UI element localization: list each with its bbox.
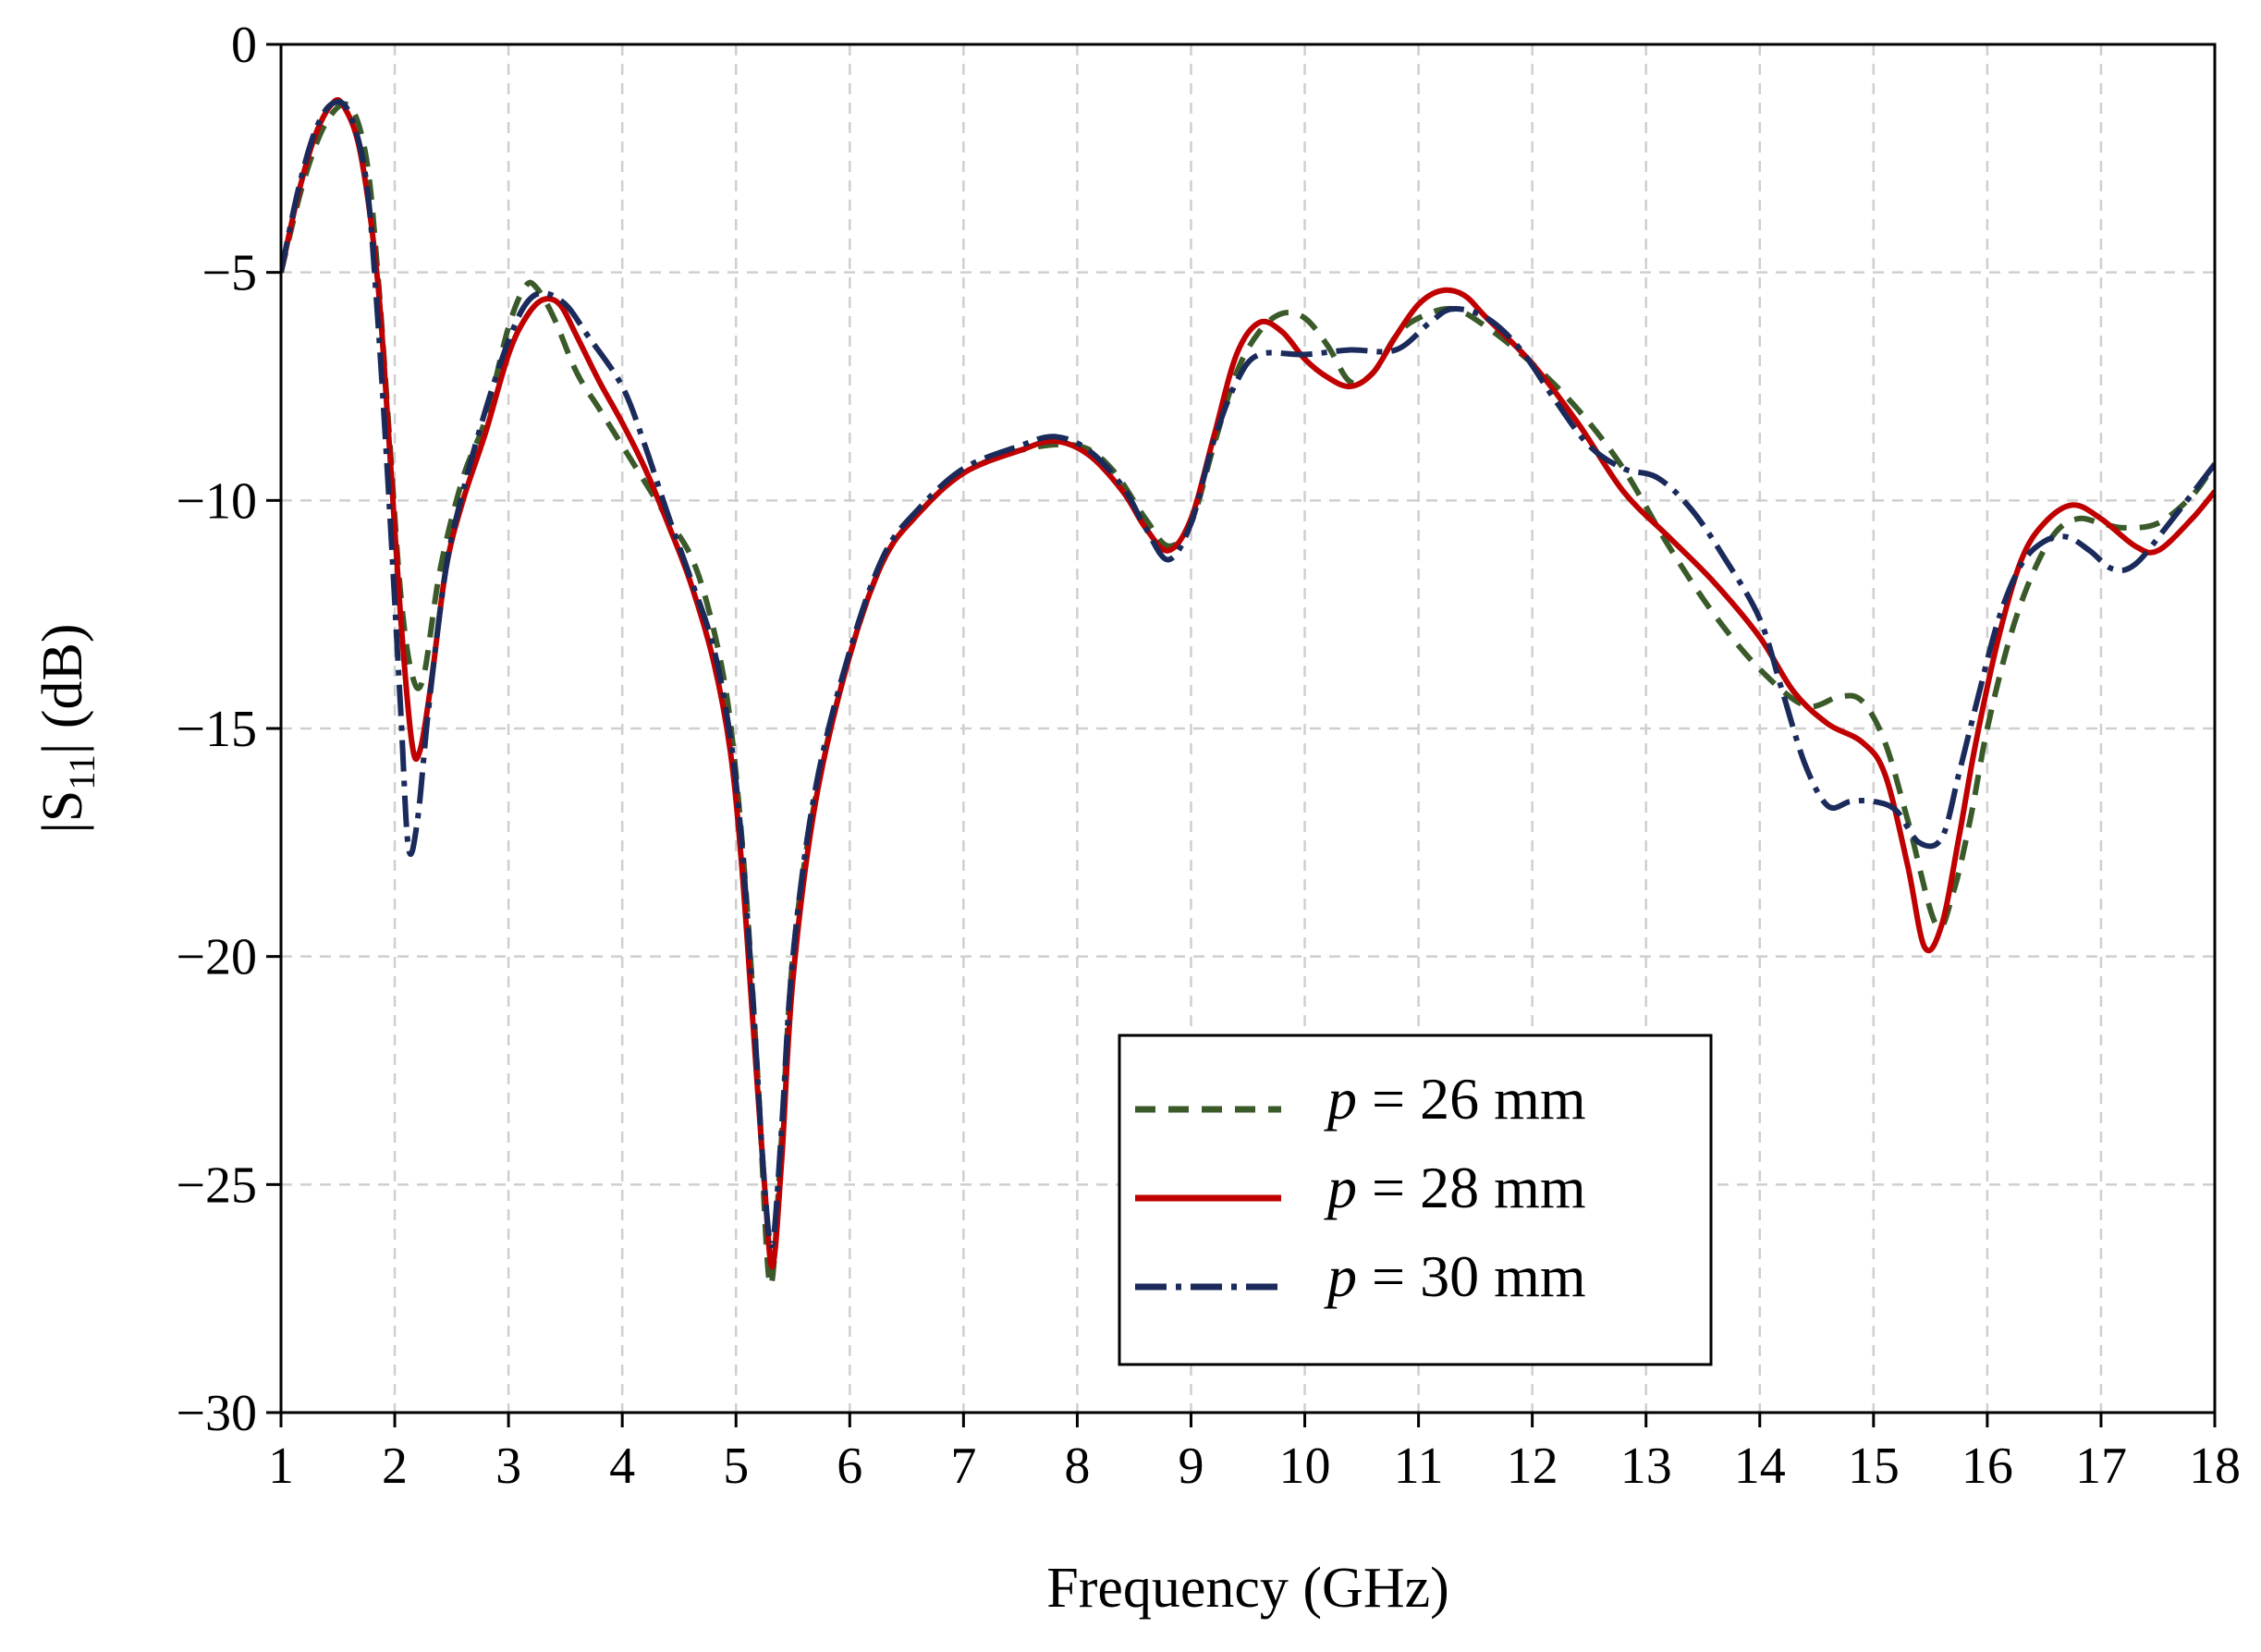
x-tick-label: 11 — [1394, 1438, 1444, 1495]
y-tick-label: −25 — [176, 1156, 257, 1214]
x-tick-label: 1 — [268, 1438, 294, 1495]
x-tick-label: 5 — [723, 1438, 749, 1495]
y-axis-title: |S11| (dB) — [31, 624, 103, 834]
x-tick-label: 3 — [495, 1438, 521, 1495]
y-tick-label: 0 — [231, 17, 257, 74]
x-tick-label: 17 — [2075, 1438, 2127, 1495]
series-lines — [281, 97, 2215, 1288]
y-tick-label: −20 — [176, 929, 257, 986]
x-tick-label: 2 — [382, 1438, 408, 1495]
series-line-1 — [281, 101, 2215, 1288]
x-tick-label: 7 — [950, 1438, 976, 1495]
y-tick-label: −5 — [202, 245, 257, 302]
x-axis-title: Frequency (GHz) — [1046, 1557, 1449, 1620]
legend-label-series-3: p = 30 mm — [1324, 1243, 1586, 1309]
x-tick-label: 12 — [1507, 1438, 1558, 1495]
x-tick-label: 16 — [1962, 1438, 2013, 1495]
legend: p = 26 mm p = 28 mm p = 30 mm — [1118, 1034, 1713, 1366]
x-tick-label: 13 — [1620, 1438, 1672, 1495]
y-tick-label: −30 — [176, 1385, 257, 1442]
grid-lines — [281, 44, 2215, 1413]
y-tick-label: −15 — [176, 701, 257, 758]
x-tick-label: 15 — [1848, 1438, 1900, 1495]
x-tick-label: 14 — [1734, 1438, 1786, 1495]
series-line-3 — [281, 99, 2215, 1249]
x-tick-label: 8 — [1064, 1438, 1090, 1495]
y-tick-label: −10 — [176, 472, 257, 530]
x-tick-label: 4 — [609, 1438, 635, 1495]
legend-label-series-1: p = 26 mm — [1324, 1066, 1586, 1132]
x-tick-label: 18 — [2189, 1438, 2241, 1495]
series-line-2 — [281, 97, 2215, 1270]
x-tick-label: 6 — [837, 1438, 862, 1495]
x-tick-label: 9 — [1178, 1438, 1204, 1495]
x-tick-label: 10 — [1279, 1438, 1331, 1495]
axis-ticks: 1 2 3 4 5 6 7 8 9 10 11 12 13 14 15 16 17 180−5−10−15−20−… — [176, 17, 2241, 1495]
legend-label-series-2: p = 28 mm — [1324, 1155, 1586, 1220]
